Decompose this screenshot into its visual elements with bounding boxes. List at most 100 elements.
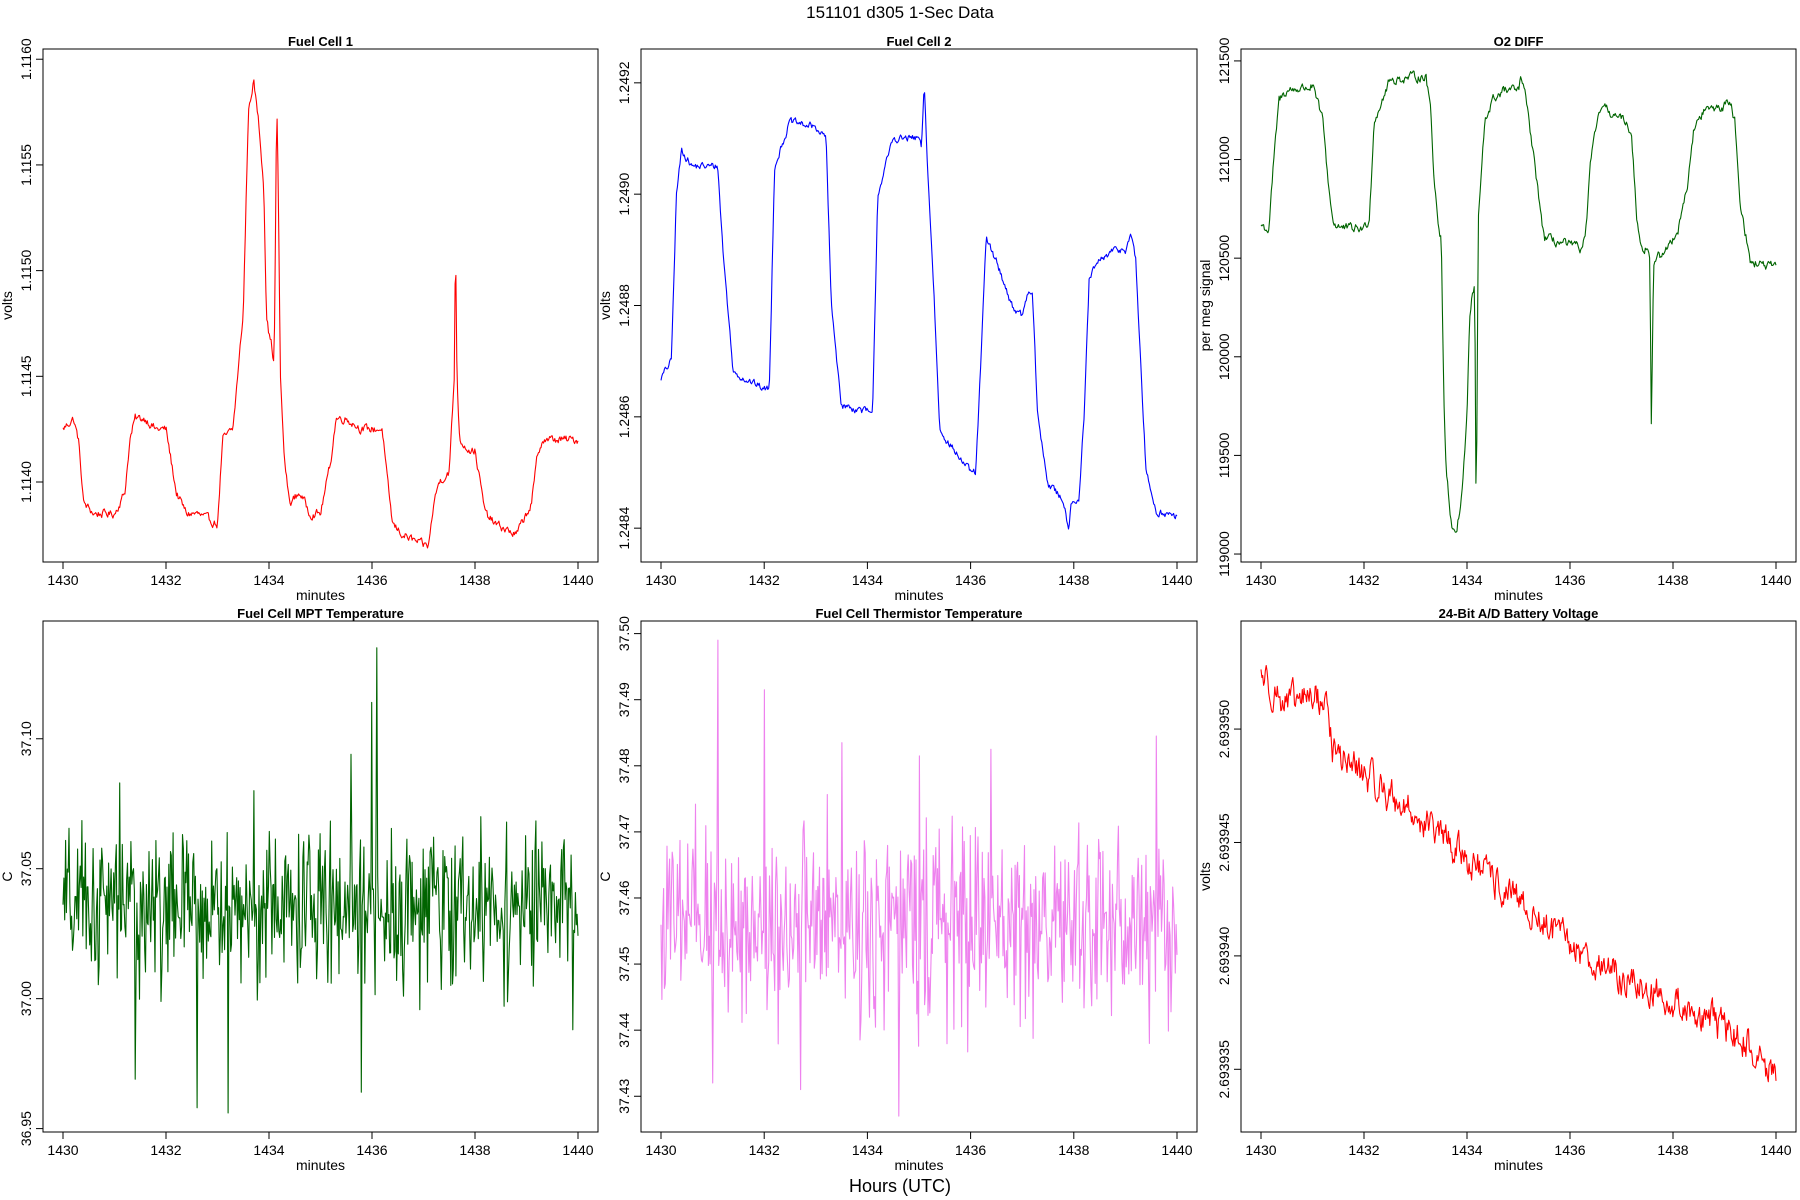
x-tick-label: 1438	[1058, 572, 1089, 588]
y-tick-label: 37.00	[18, 981, 34, 1016]
chart-title: Fuel Cell Thermistor Temperature	[815, 606, 1022, 621]
x-axis-label: minutes	[296, 587, 345, 603]
x-tick-label: 1436	[955, 1142, 986, 1158]
chart-title: Fuel Cell 1	[288, 34, 353, 49]
chart-panel-4: Fuel Cell MPT Temperature 1430 1432 1434 143…	[0, 606, 599, 1173]
y-tick-label: 37.43	[616, 1079, 632, 1114]
x-tick-label: 1436	[955, 572, 986, 588]
y-tick-label: 36.95	[18, 1111, 34, 1146]
x-tick-label: 1432	[1348, 1142, 1379, 1158]
series-line	[62, 79, 579, 549]
figure-outer-xlabel: Hours (UTC)	[849, 1176, 951, 1196]
x-tick-label: 1438	[1657, 572, 1688, 588]
x-tick-label: 1440	[562, 1142, 593, 1158]
x-tick-label: 1430	[47, 1142, 78, 1158]
x-tick-label: 1434	[852, 1142, 883, 1158]
x-axis-label: minutes	[1494, 1157, 1543, 1173]
chart-title: O2 DIFF	[1494, 34, 1544, 49]
y-tick-label: 37.50	[616, 616, 632, 651]
chart-panel-1: Fuel Cell 1 1430 1432 1434 1436 1438 1440 minut…	[0, 34, 599, 603]
y-tick-label: 120500	[1216, 235, 1232, 282]
y-tick-label: 121000	[1216, 136, 1232, 183]
y-tick-label: 37.45	[616, 946, 632, 981]
plot-frame	[1240, 48, 1797, 563]
series-line	[1260, 664, 1777, 1083]
y-tick-label: 1.2484	[616, 507, 632, 550]
plot-frame	[1240, 620, 1797, 1133]
y-tick-label: 37.49	[616, 682, 632, 717]
y-axis-label: C	[0, 871, 15, 881]
y-tick-label: 37.05	[18, 851, 34, 886]
x-tick-label: 1438	[459, 1142, 490, 1158]
x-tick-label: 1434	[852, 572, 883, 588]
x-tick-label: 1440	[562, 572, 593, 588]
series-line	[660, 639, 1178, 1117]
chart-title: 24-Bit A/D Battery Voltage	[1439, 606, 1599, 621]
chart-title: Fuel Cell 2	[886, 34, 951, 49]
x-tick-label: 1438	[1058, 1142, 1089, 1158]
y-tick-label: 2.693950	[1216, 700, 1232, 759]
y-tick-label: 2.693940	[1216, 926, 1232, 985]
y-tick-label: 1.2486	[616, 395, 632, 438]
y-axis-label: volts	[597, 291, 613, 320]
series-line	[660, 92, 1178, 530]
y-tick-label: 1.2490	[616, 173, 632, 216]
chart-title: Fuel Cell MPT Temperature	[237, 606, 404, 621]
y-tick-label: 2.693945	[1216, 813, 1232, 872]
plot-frame	[42, 620, 599, 1133]
y-tick-label: 1.2492	[616, 61, 632, 104]
y-tick-label: 2.693935	[1216, 1040, 1232, 1099]
y-tick-label: 37.44	[616, 1012, 632, 1047]
y-tick-label: 119000	[1216, 531, 1232, 577]
x-tick-label: 1440	[1161, 572, 1192, 588]
plot-frame	[640, 48, 1198, 563]
x-tick-label: 1432	[749, 572, 780, 588]
y-tick-label: 1.1160	[18, 38, 34, 80]
y-tick-label: 121500	[1216, 37, 1232, 84]
y-tick-label: 1.1140	[18, 461, 34, 503]
chart-panel-5: Fuel Cell Thermistor Temperature 1430 1432…	[597, 606, 1198, 1173]
x-tick-label: 1436	[1554, 572, 1585, 588]
x-tick-label: 1434	[253, 1142, 284, 1158]
y-tick-label: 120000	[1216, 333, 1232, 380]
x-tick-label: 1434	[1451, 572, 1482, 588]
x-axis-label: minutes	[894, 1157, 943, 1173]
x-tick-label: 1430	[645, 1142, 676, 1158]
x-axis-label: minutes	[296, 1157, 345, 1173]
y-axis-label: volts	[0, 291, 15, 320]
y-tick-label: 37.48	[616, 748, 632, 783]
y-axis-label: per meg signal	[1197, 260, 1213, 352]
y-tick-label: 37.46	[616, 880, 632, 915]
chart-panel-3: O2 DIFF 1430 1432 1434 1436 1438 1440 minutes 11…	[1197, 34, 1797, 603]
x-axis-label: minutes	[894, 587, 943, 603]
plot-frame	[42, 48, 599, 563]
x-tick-label: 1430	[1245, 1142, 1276, 1158]
x-tick-label: 1440	[1760, 1142, 1791, 1158]
x-tick-label: 1436	[356, 1142, 387, 1158]
x-tick-label: 1438	[1657, 1142, 1688, 1158]
x-tick-label: 1432	[150, 1142, 181, 1158]
y-tick-label: 37.10	[18, 721, 34, 756]
x-tick-label: 1438	[459, 572, 490, 588]
chart-panel-6: 24-Bit A/D Battery Voltage 1430 1432 1434 14…	[1197, 606, 1797, 1173]
x-tick-label: 1430	[1245, 572, 1276, 588]
y-axis-label: C	[597, 871, 613, 881]
panels: Fuel Cell 1 1430 1432 1434 1436 1438 1440 minut…	[0, 34, 1797, 1173]
x-tick-label: 1436	[356, 572, 387, 588]
y-tick-label: 119500	[1216, 432, 1232, 478]
y-tick-label: 1.1150	[18, 250, 34, 292]
series-line	[1260, 70, 1777, 533]
x-axis-label: minutes	[1494, 587, 1543, 603]
x-tick-label: 1440	[1161, 1142, 1192, 1158]
y-tick-label: 1.1145	[18, 355, 34, 397]
x-tick-label: 1432	[1348, 572, 1379, 588]
x-tick-label: 1440	[1760, 572, 1791, 588]
x-tick-label: 1434	[253, 572, 284, 588]
x-tick-label: 1434	[1451, 1142, 1482, 1158]
x-tick-label: 1436	[1554, 1142, 1585, 1158]
x-tick-label: 1430	[47, 572, 78, 588]
y-tick-label: 1.2488	[616, 284, 632, 327]
figure-title: 151101 d305 1-Sec Data	[806, 3, 994, 22]
y-axis-label: volts	[1197, 862, 1213, 891]
